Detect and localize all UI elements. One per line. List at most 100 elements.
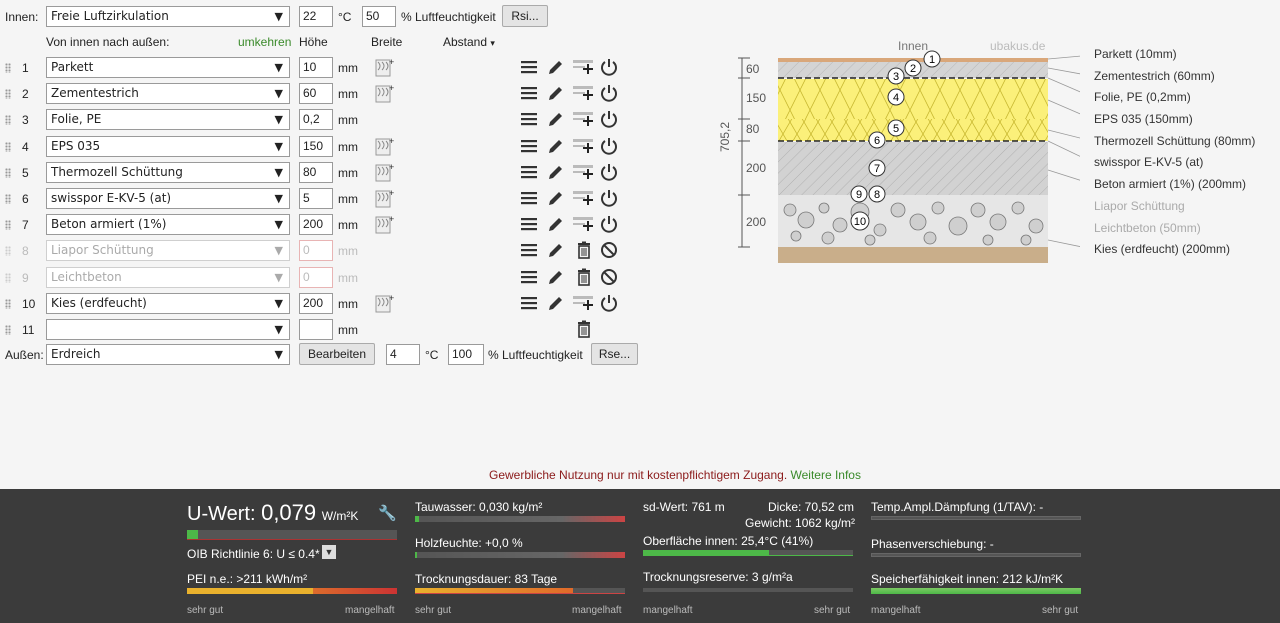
menu-icon[interactable] (519, 188, 539, 208)
add-layer-icon[interactable] (573, 162, 593, 182)
layer-thickness-input[interactable]: 0 (299, 240, 333, 261)
power-icon[interactable] (599, 162, 619, 182)
texture-add-icon[interactable]: + (375, 57, 395, 77)
power-icon[interactable] (599, 83, 619, 103)
texture-add-icon[interactable]: + (375, 162, 395, 182)
pencil-icon[interactable] (546, 240, 566, 260)
drag-handle-icon[interactable] (5, 220, 11, 230)
trash-icon[interactable] (574, 267, 594, 287)
layer-thickness-input[interactable]: 0 (299, 267, 333, 288)
reverse-link[interactable]: umkehren (238, 35, 292, 49)
menu-icon[interactable] (519, 293, 539, 313)
trash-icon[interactable] (574, 240, 594, 260)
layer-material-select[interactable]: Liapor Schüttung ▼ (46, 240, 290, 261)
menu-icon[interactable] (519, 162, 539, 182)
drag-handle-icon[interactable] (5, 325, 11, 335)
layer-thickness-input[interactable]: 200 (299, 214, 333, 235)
layer-thickness-input[interactable]: 60 (299, 83, 333, 104)
texture-add-icon[interactable]: + (375, 188, 395, 208)
pencil-icon[interactable] (546, 136, 566, 156)
wrench-icon[interactable]: 🔧 (378, 505, 397, 522)
notice-text: Gewerbliche Nutzung nur mit kostenpflich… (489, 468, 788, 482)
add-layer-icon[interactable] (573, 293, 593, 313)
pencil-icon[interactable] (546, 188, 566, 208)
layer-material-select[interactable]: ▼ (46, 319, 290, 340)
texture-add-icon[interactable]: + (375, 214, 395, 234)
outside-temp-input[interactable]: 4 (386, 344, 420, 365)
inside-humidity-input[interactable]: 50 (362, 6, 396, 27)
trash-icon[interactable] (574, 319, 594, 339)
layer-thickness-input[interactable]: 80 (299, 162, 333, 183)
drag-handle-icon[interactable] (5, 273, 11, 283)
menu-icon[interactable] (519, 83, 539, 103)
menu-icon[interactable] (519, 214, 539, 234)
add-layer-icon[interactable] (573, 136, 593, 156)
drag-handle-icon[interactable] (5, 246, 11, 256)
add-layer-icon[interactable] (573, 214, 593, 234)
rse-button[interactable]: Rse... (591, 343, 638, 365)
pencil-icon[interactable] (546, 214, 566, 234)
menu-icon[interactable] (519, 267, 539, 287)
menu-icon[interactable] (519, 57, 539, 77)
expand-icon[interactable]: ▼ (322, 545, 336, 559)
drag-handle-icon[interactable] (5, 142, 11, 152)
pencil-icon[interactable] (546, 109, 566, 129)
inside-temp-input[interactable]: 22 (299, 6, 333, 27)
menu-icon[interactable] (519, 109, 539, 129)
power-icon[interactable] (599, 293, 619, 313)
pencil-icon[interactable] (546, 293, 566, 313)
power-icon[interactable] (599, 214, 619, 234)
drag-handle-icon[interactable] (5, 299, 11, 309)
add-layer-icon[interactable] (573, 188, 593, 208)
add-layer-icon[interactable] (573, 83, 593, 103)
drag-handle-icon[interactable] (5, 89, 11, 99)
add-layer-icon[interactable] (573, 109, 593, 129)
disabled-icon[interactable] (599, 267, 619, 287)
pencil-icon[interactable] (546, 267, 566, 287)
layer-material-select[interactable]: Kies (erdfeucht) ▼ (46, 293, 290, 314)
layer-material-select[interactable]: Beton armiert (1%) ▼ (46, 214, 290, 235)
layer-thickness-input[interactable]: 150 (299, 136, 333, 157)
power-icon[interactable] (599, 109, 619, 129)
outside-condition-select[interactable]: Erdreich ▼ (46, 344, 290, 365)
layer-material-select[interactable]: swisspor E-KV-5 (at) ▼ (46, 188, 290, 209)
inside-condition-select[interactable]: Freie Luftzirkulation ▼ (46, 6, 290, 27)
menu-icon[interactable] (519, 136, 539, 156)
pencil-icon[interactable] (546, 57, 566, 77)
layer-thickness-input[interactable]: 5 (299, 188, 333, 209)
diagram-inside-label: Innen (898, 39, 929, 53)
drag-handle-icon[interactable] (5, 63, 11, 73)
drag-handle-icon[interactable] (5, 194, 11, 204)
layer-unit: mm (338, 323, 358, 337)
disabled-icon[interactable] (599, 240, 619, 260)
layer-material-select[interactable]: Parkett ▼ (46, 57, 290, 78)
layer-material-select[interactable]: Thermozell Schüttung ▼ (46, 162, 290, 183)
layer-number: 8 (22, 244, 29, 258)
pencil-icon[interactable] (546, 162, 566, 182)
drag-handle-icon[interactable] (5, 115, 11, 125)
layer-thickness-input[interactable] (299, 319, 333, 340)
power-icon[interactable] (599, 136, 619, 156)
more-info-link[interactable]: Weitere Infos (790, 468, 861, 482)
add-layer-icon[interactable] (573, 57, 593, 77)
layer-material-select[interactable]: Zementestrich ▼ (46, 83, 290, 104)
layer-thickness-input[interactable]: 10 (299, 57, 333, 78)
pencil-icon[interactable] (546, 83, 566, 103)
edit-button[interactable]: Bearbeiten (299, 343, 375, 365)
menu-icon[interactable] (519, 240, 539, 260)
rsi-button[interactable]: Rsi... (502, 5, 548, 27)
drag-handle-icon[interactable] (5, 168, 11, 178)
layer-thickness-input[interactable]: 0,2 (299, 109, 333, 130)
layer-material-select[interactable]: Folie, PE ▼ (46, 109, 290, 130)
power-icon[interactable] (599, 57, 619, 77)
scale-bad-label: mangelhaft (643, 605, 693, 616)
layer-thickness-input[interactable]: 200 (299, 293, 333, 314)
texture-add-icon[interactable]: + (375, 136, 395, 156)
layer-material-select[interactable]: Leichtbeton ▼ (46, 267, 290, 288)
texture-add-icon[interactable]: + (375, 293, 395, 313)
distance-column-header[interactable]: Abstand ▾ (443, 35, 495, 49)
layer-material-select[interactable]: EPS 035 ▼ (46, 136, 290, 157)
texture-add-icon[interactable]: + (375, 83, 395, 103)
power-icon[interactable] (599, 188, 619, 208)
outside-humidity-input[interactable]: 100 (448, 344, 484, 365)
